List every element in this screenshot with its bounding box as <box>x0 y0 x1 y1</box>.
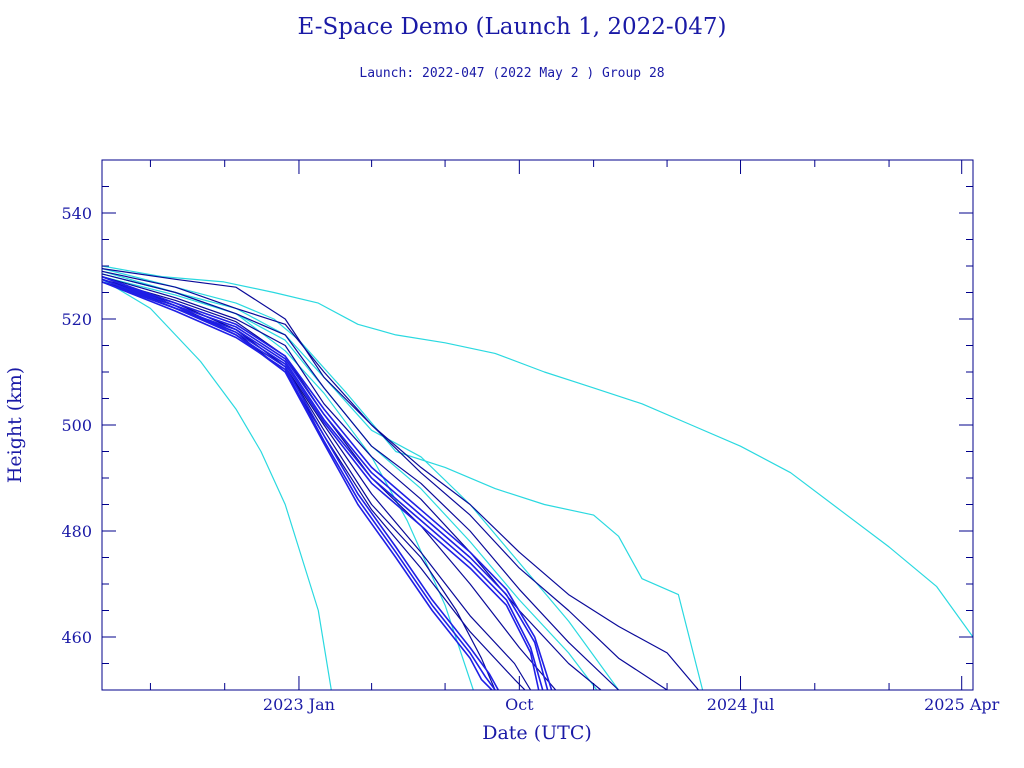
y-axis-label: Height (km) <box>4 367 26 483</box>
series-line-5 <box>102 273 620 690</box>
ticks-layer: 460 480 500 520 540 2023 Jan Oct 2024 Jul 2025 A… <box>61 160 1000 714</box>
y-tick-label: 460 <box>61 628 92 647</box>
series-line-13 <box>102 281 526 690</box>
series-line-1 <box>102 265 973 638</box>
series-line-7 <box>102 268 699 690</box>
y-tick-label: 500 <box>61 416 92 435</box>
series-line-16 <box>102 278 549 690</box>
series-line-11 <box>102 278 557 690</box>
plot-frame <box>101 159 974 691</box>
y-tick-label: 520 <box>61 310 92 329</box>
series-line-19 <box>102 275 499 690</box>
series-layer <box>102 265 973 690</box>
series-line-15 <box>102 275 553 690</box>
x-tick-label: 2025 Apr <box>924 695 1000 714</box>
series-line-8 <box>102 270 668 690</box>
series-line-18 <box>102 278 540 690</box>
series-line-2 <box>102 278 332 690</box>
x-axis-label: Date (UTC) <box>482 722 592 744</box>
x-tick-label: Oct <box>505 695 534 714</box>
chart-subtitle: Launch: 2022-047 (2022 May 2 ) Group 28 <box>359 66 665 81</box>
series-line-9 <box>102 273 620 690</box>
series-line-17 <box>102 281 544 690</box>
series-line-10 <box>102 276 602 690</box>
series-line-4 <box>102 268 704 690</box>
y-tick-label: 540 <box>61 204 92 223</box>
x-tick-label: 2023 Jan <box>263 695 335 714</box>
series-line-20 <box>102 281 496 690</box>
chart-title: E-Space Demo (Launch 1, 2022-047) <box>297 14 727 40</box>
x-tick-label: 2024 Jul <box>707 695 775 714</box>
series-line-21 <box>102 278 493 690</box>
y-tick-label: 480 <box>61 522 92 541</box>
